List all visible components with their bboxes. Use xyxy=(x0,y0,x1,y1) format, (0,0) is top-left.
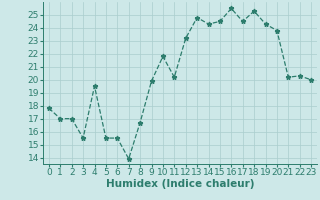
X-axis label: Humidex (Indice chaleur): Humidex (Indice chaleur) xyxy=(106,179,254,189)
